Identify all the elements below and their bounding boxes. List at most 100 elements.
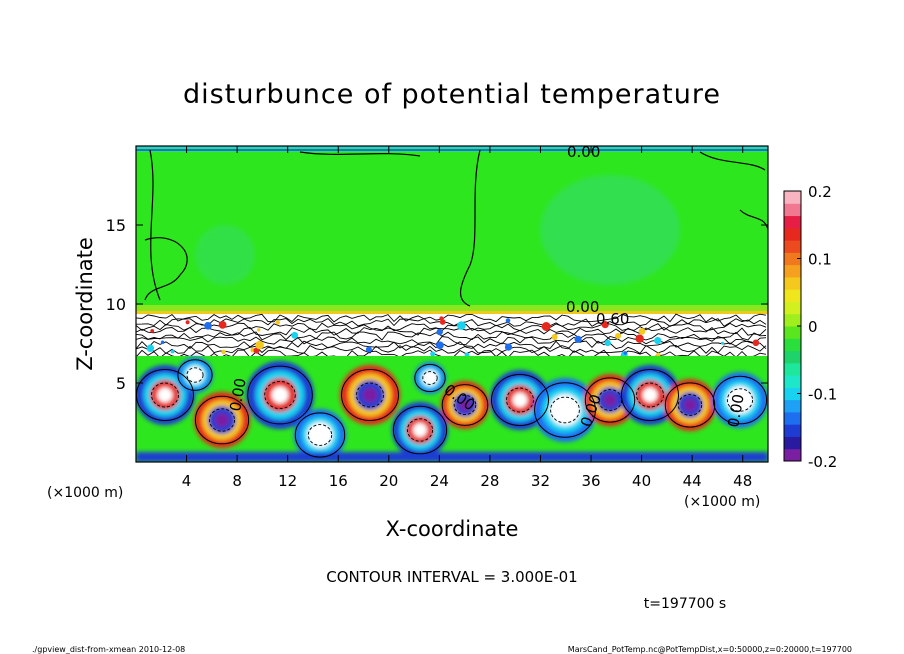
turbulent-contour xyxy=(136,331,767,341)
contour-label: 0.00 xyxy=(226,377,250,413)
vortex-contours xyxy=(136,359,768,458)
vortex-core xyxy=(557,402,573,418)
vortex-contour xyxy=(664,382,716,428)
turbulent-cell xyxy=(255,340,264,350)
x-unit-left: (×1000 m) xyxy=(47,485,123,501)
vortex-contour-dashed xyxy=(307,424,333,446)
vortex-contour xyxy=(621,369,679,421)
turbulent-cell xyxy=(221,349,226,355)
contour-line xyxy=(149,149,161,301)
colorbar-swatch xyxy=(784,362,801,376)
colorbar-swatch xyxy=(784,240,801,253)
vortex-contour xyxy=(414,363,446,393)
vortex-contour-dashed xyxy=(677,394,703,416)
colorbar-swatch xyxy=(784,350,801,364)
x-tick-label: 40 xyxy=(632,472,651,490)
vortex-contour xyxy=(712,375,768,425)
colorbar-swatch xyxy=(784,399,801,413)
turbulent-contour xyxy=(136,313,767,323)
vortex-core xyxy=(426,374,434,382)
chart-title: disturbunce of potential temperature xyxy=(183,79,721,110)
colorbar-swatch xyxy=(784,375,801,388)
x-tick-label: 32 xyxy=(531,472,550,490)
layer-transition-strip xyxy=(136,311,768,314)
turbulent-contour xyxy=(136,322,767,332)
y-axis: 5 10 15 xyxy=(106,216,768,393)
contour-label: 0.60 xyxy=(596,310,629,328)
upper-teal-patch xyxy=(195,225,255,285)
vortex-contour xyxy=(294,412,346,458)
turbulent-cell xyxy=(541,322,551,331)
vortex-contour-dashed xyxy=(264,380,296,410)
vortex-contour-dashed xyxy=(186,367,204,383)
turbulent-cell xyxy=(638,328,646,335)
y-tick-label: 15 xyxy=(106,216,126,235)
vortex-core xyxy=(157,387,173,403)
vortex-contour-dashed xyxy=(422,371,438,385)
turbulent-contour xyxy=(136,340,767,350)
turbulent-cell xyxy=(656,352,661,357)
contour-line xyxy=(299,151,421,157)
turbulent-cell xyxy=(439,319,446,325)
vortex-contour-dashed xyxy=(506,387,534,413)
vortex-core xyxy=(733,393,747,407)
vortex-contour-dashed xyxy=(208,408,236,432)
contour-label: 0.00 xyxy=(566,298,599,316)
heatmap-field xyxy=(136,146,768,462)
turbulent-contours xyxy=(136,313,767,359)
colorbar-tick-label: 0.1 xyxy=(808,251,832,269)
turbulent-cell xyxy=(604,339,611,347)
upper-teal-patch xyxy=(540,175,680,285)
turbulent-cell xyxy=(150,329,155,333)
vortex-contour xyxy=(441,384,489,426)
x-tick-label: 48 xyxy=(733,472,752,490)
colorbar-swatch xyxy=(784,276,801,290)
colorbar-swatch xyxy=(784,215,801,229)
turbulent-cell xyxy=(185,320,190,325)
x-tick-label: 44 xyxy=(683,472,702,490)
turbulent-cell xyxy=(436,328,443,336)
vortex-contour xyxy=(491,374,549,426)
x-unit-right: (×1000 m) xyxy=(684,494,760,510)
colorbar-swatch xyxy=(784,411,801,425)
turbulent-cell xyxy=(601,321,609,329)
colorbar-tick-label: -0.2 xyxy=(808,453,837,471)
turbulent-band xyxy=(136,314,768,358)
colorbar-swatch xyxy=(784,301,801,315)
x-axis-label: X-coordinate xyxy=(386,517,519,541)
turbulent-cell xyxy=(430,351,436,357)
vortex-field xyxy=(136,357,768,462)
contour-label: 0.00 xyxy=(567,143,600,161)
layer-transition-strip xyxy=(136,305,768,311)
turbulent-cell xyxy=(160,340,165,345)
time-label: t=197700 s xyxy=(644,596,726,612)
x-tick-label: 28 xyxy=(480,472,499,490)
footer-left: ./gpview_dist-from-xmean 2010-12-08 xyxy=(32,645,185,654)
upper-contours xyxy=(136,149,768,307)
vortex-contour xyxy=(247,365,313,425)
colorbar-swatch xyxy=(784,448,801,462)
vortex-core xyxy=(459,399,471,411)
colorbar-swatch xyxy=(784,191,801,204)
turbulent-cell xyxy=(146,344,154,352)
turbulent-cell xyxy=(218,321,227,329)
turbulent-cell xyxy=(275,320,281,325)
turbulent-cell xyxy=(436,341,444,350)
colorbar-swatch xyxy=(784,338,801,352)
turbulent-contour xyxy=(136,345,767,354)
x-tick-label: 8 xyxy=(232,472,242,490)
colorbar-tick-label: 0.2 xyxy=(808,183,832,201)
turbulent-cell xyxy=(257,328,261,332)
colorbar: 0.2 0.1 0 -0.1 -0.2 xyxy=(783,183,837,471)
colorbar-swatch xyxy=(784,313,801,327)
vortex-contour xyxy=(534,382,596,438)
contour-interval: CONTOUR INTERVAL = 3.000E-01 xyxy=(326,568,577,586)
colorbar-swatch xyxy=(784,264,801,278)
x-tick-label: 20 xyxy=(379,472,398,490)
vortex-contour xyxy=(392,405,448,455)
y-axis-label: Z-coordinate xyxy=(73,237,97,371)
y-tick-label: 10 xyxy=(106,295,126,314)
turbulent-cell xyxy=(623,351,628,355)
contour-label: 0.00 xyxy=(724,393,748,429)
turbulent-cell xyxy=(721,341,724,345)
